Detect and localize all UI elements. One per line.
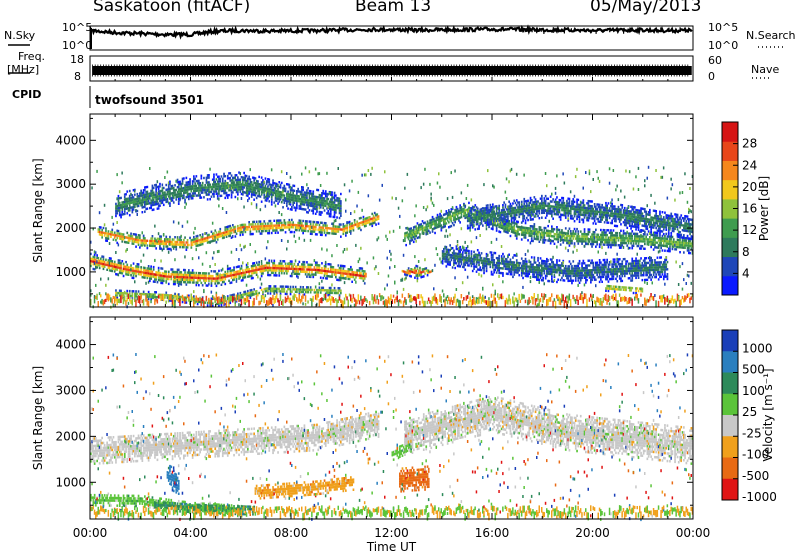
velocity-colorbar-label: Velocity [m s⁻¹]: [761, 368, 775, 461]
velocity-colorbar-segment: [722, 457, 738, 480]
nave-tick-bottom: 0: [708, 70, 715, 83]
velocity-colorbar-segment: [722, 478, 738, 501]
time-tick-label: 00:00: [73, 526, 108, 540]
velocity-colorbar-tick-label: -25: [742, 426, 762, 440]
station-title: Saskatoon (fitACF): [93, 0, 251, 16]
power-colorbar-segment: [722, 256, 738, 277]
time-tick-label: 16:00: [475, 526, 510, 540]
power-colorbar-segment: [722, 141, 738, 161]
date-label: 05/May/2013: [590, 0, 702, 16]
power-colorbar-segment: [722, 198, 738, 219]
power-colorbar-label: Power [dB]: [757, 176, 771, 241]
beam-label: Beam 13: [355, 0, 432, 16]
power-colorbar-segment: [722, 237, 738, 258]
nsky-nsearch-panel: 10^5 10^0 10^5 10^0: [8, 21, 784, 52]
freq-band: [92, 66, 692, 75]
time-axis: 00:00 04:00 08:00 12:00 16:00 20:00 00:00 Time …: [73, 526, 711, 554]
freq-nave-panel: 18 8 60 0: [8, 53, 770, 83]
freq-tick-bottom: 8: [74, 70, 81, 83]
heat-cells: [90, 353, 694, 522]
power-panel: 1000 2000 3000 4000 Slant Range [km]: [31, 113, 694, 309]
y-tick-label: 1000: [55, 475, 86, 489]
nave-label: Nave: [751, 63, 780, 76]
nsearch-tick-top: 10^5: [708, 21, 738, 34]
velocity-colorbar-tick-label: 100: [742, 384, 765, 398]
velocity-colorbar-segment: [722, 372, 738, 395]
power-colorbar-segment: [722, 179, 738, 200]
y-tick-label: 1000: [55, 265, 86, 279]
time-tick-label: 04:00: [173, 526, 208, 540]
power-colorbar-tick-label: 24: [742, 158, 757, 172]
velocity-colorbar-tick-label: 1000: [742, 341, 773, 355]
power-colorbar: 4 8 12 16 20 24 28 Power [dB]: [721, 121, 771, 296]
power-colorbar-tick-label: 4: [742, 266, 750, 280]
y-tick-label: 3000: [55, 177, 86, 191]
velocity-colorbar-tick-label: -100: [742, 448, 769, 462]
nsky-frame: [89, 25, 694, 51]
power-colorbar-segment: [722, 218, 738, 238]
heat-cells: [90, 165, 694, 309]
velocity-colorbar-segment: [722, 415, 738, 437]
velocity-panel: 1000 2000 3000 4000 Slant Range [km]: [31, 316, 694, 522]
nsky-tick-top: 10^5: [62, 21, 92, 34]
cpid-text: twofsound 3501: [95, 93, 204, 107]
nsearch-label: N.Search: [746, 29, 796, 42]
power-colorbar-tick-label: 8: [742, 245, 750, 259]
cpid-label: CPID: [12, 88, 42, 101]
power-colorbar-tick-label: 12: [742, 223, 757, 237]
y-tick-label: 2000: [55, 429, 86, 443]
freq-label: Freq.: [18, 50, 46, 63]
nsearch-tick-bottom: 10^0: [708, 39, 738, 52]
power-colorbar-segment: [722, 160, 738, 181]
y-tick-label: 2000: [55, 221, 86, 235]
freq-tick-top: 18: [70, 53, 84, 66]
y-tick-label: 4000: [55, 133, 86, 147]
velocity-colorbar-segment: [722, 330, 738, 352]
y-axis-label: Slant Range [km]: [31, 158, 45, 262]
power-colorbar-segment: [722, 275, 738, 296]
velocity-colorbar: 1000 500 100 25 -25 -100 -500 -1000 Velocity [m …: [721, 329, 777, 504]
nsky-tick-bottom: 10^0: [62, 39, 92, 52]
power-colorbar-tick-label: 16: [742, 202, 757, 216]
velocity-colorbar-segment: [722, 351, 738, 373]
velocity-colorbar-tick-label: -500: [742, 469, 769, 483]
velocity-colorbar-segment: [722, 436, 738, 458]
time-tick-label: 20:00: [575, 526, 610, 540]
nave-ticks: [92, 64, 689, 77]
nsky-series-line: [91, 24, 693, 40]
nsky-spikes: [523, 27, 688, 34]
mhz-label: [MHz]: [7, 63, 40, 76]
power-colorbar-tick-label: 28: [742, 137, 757, 151]
time-tick-label: 12:00: [374, 526, 409, 540]
velocity-colorbar-segment: [722, 393, 738, 416]
y-axis-label: Slant Range [km]: [31, 366, 45, 470]
time-axis-label: Time UT: [366, 540, 417, 554]
power-colorbar-tick-label: 20: [742, 180, 757, 194]
velocity-colorbar-tick-label: 25: [742, 405, 757, 419]
power-colorbar-segment: [722, 122, 738, 142]
velocity-colorbar-tick-label: 500: [742, 363, 765, 377]
nsky-label: N.Sky: [4, 29, 36, 42]
y-tick-label: 3000: [55, 383, 86, 397]
velocity-colorbar-tick-label: -1000: [742, 490, 777, 504]
y-tick-label: 4000: [55, 338, 86, 352]
time-tick-label: 08:00: [274, 526, 309, 540]
time-tick-label: 00:00: [676, 526, 711, 540]
nave-tick-top: 60: [708, 54, 722, 67]
